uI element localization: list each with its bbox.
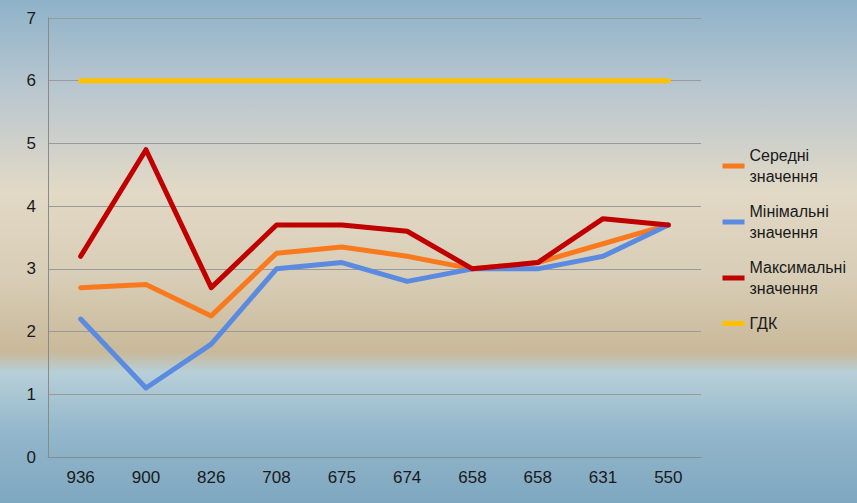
svg-text:Середні: Середні — [750, 147, 810, 164]
svg-text:936: 936 — [66, 468, 94, 487]
svg-text:1: 1 — [27, 385, 36, 404]
svg-text:0: 0 — [27, 448, 36, 467]
svg-text:675: 675 — [328, 468, 356, 487]
svg-text:6: 6 — [27, 71, 36, 90]
svg-text:7: 7 — [27, 9, 36, 28]
svg-text:значення: значення — [750, 280, 818, 297]
svg-text:значення: значення — [750, 224, 818, 241]
svg-text:Мінімальні: Мінімальні — [750, 203, 829, 220]
svg-text:900: 900 — [132, 468, 160, 487]
svg-text:550: 550 — [654, 468, 682, 487]
svg-text:4: 4 — [27, 197, 36, 216]
svg-text:631: 631 — [589, 468, 617, 487]
svg-text:708: 708 — [262, 468, 290, 487]
svg-text:ГДК: ГДК — [750, 315, 778, 332]
svg-text:Максимальні: Максимальні — [750, 259, 846, 276]
svg-text:658: 658 — [458, 468, 486, 487]
svg-text:2: 2 — [27, 322, 36, 341]
svg-text:3: 3 — [27, 259, 36, 278]
svg-text:значення: значення — [750, 168, 818, 185]
svg-text:658: 658 — [524, 468, 552, 487]
svg-text:5: 5 — [27, 134, 36, 153]
svg-text:674: 674 — [393, 468, 421, 487]
svg-text:826: 826 — [197, 468, 225, 487]
